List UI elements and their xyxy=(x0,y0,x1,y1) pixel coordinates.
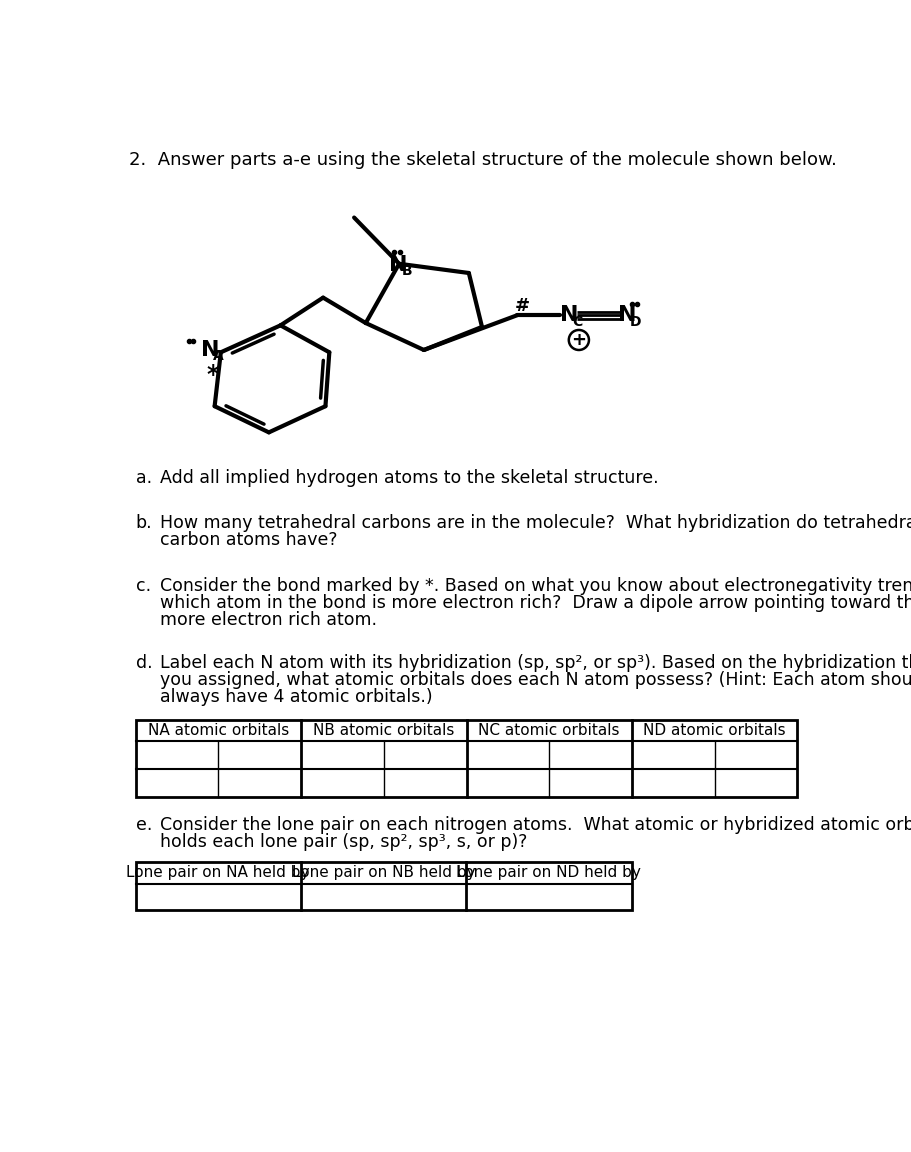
Text: Lone pair on ND held by: Lone pair on ND held by xyxy=(456,865,641,880)
Text: Lone pair on NB held by: Lone pair on NB held by xyxy=(292,865,476,880)
Text: NA atomic orbitals: NA atomic orbitals xyxy=(148,722,289,738)
Text: carbon atoms have?: carbon atoms have? xyxy=(160,531,338,550)
Text: b.: b. xyxy=(136,514,152,532)
Text: Add all implied hydrogen atoms to the skeletal structure.: Add all implied hydrogen atoms to the sk… xyxy=(160,469,659,487)
Text: holds each lone pair (sp, sp², sp³, s, or p)?: holds each lone pair (sp, sp², sp³, s, o… xyxy=(160,833,527,851)
Text: N: N xyxy=(618,305,636,325)
Text: +: + xyxy=(571,331,587,349)
Text: a.: a. xyxy=(136,469,152,487)
Text: N: N xyxy=(559,305,578,325)
Text: #: # xyxy=(515,297,530,316)
Text: Consider the lone pair on each nitrogen atoms.  What atomic or hybridized atomic: Consider the lone pair on each nitrogen … xyxy=(160,816,911,834)
Text: Label each N atom with its hybridization (sp, sp², or sp³). Based on the hybridi: Label each N atom with its hybridization… xyxy=(160,654,911,672)
Text: N: N xyxy=(389,256,407,275)
Text: more electron rich atom.: more electron rich atom. xyxy=(160,611,377,629)
Text: A: A xyxy=(213,349,224,363)
Text: How many tetrahedral carbons are in the molecule?  What hybridization do tetrahe: How many tetrahedral carbons are in the … xyxy=(160,514,911,532)
Text: N: N xyxy=(200,340,220,359)
Text: which atom in the bond is more electron rich?  Draw a dipole arrow pointing towa: which atom in the bond is more electron … xyxy=(160,594,911,612)
Text: ND atomic orbitals: ND atomic orbitals xyxy=(643,722,786,738)
Text: 2.  Answer parts a-e using the skeletal structure of the molecule shown below.: 2. Answer parts a-e using the skeletal s… xyxy=(129,151,837,168)
Text: C: C xyxy=(572,314,582,328)
Text: you assigned, what atomic orbitals does each N atom possess? (Hint: Each atom sh: you assigned, what atomic orbitals does … xyxy=(160,672,911,689)
Bar xyxy=(136,720,797,796)
Text: NC atomic orbitals: NC atomic orbitals xyxy=(478,722,620,738)
Text: Lone pair on NA held by: Lone pair on NA held by xyxy=(127,865,310,880)
Text: d.: d. xyxy=(136,654,152,672)
Text: c.: c. xyxy=(136,577,150,596)
Text: NB atomic orbitals: NB atomic orbitals xyxy=(313,722,455,738)
Bar xyxy=(136,862,631,910)
Text: B: B xyxy=(402,265,412,279)
Text: D: D xyxy=(630,314,641,328)
Text: *: * xyxy=(207,363,220,387)
Text: e.: e. xyxy=(136,816,152,834)
Text: Consider the bond marked by *. Based on what you know about electronegativity tr: Consider the bond marked by *. Based on … xyxy=(160,577,911,596)
Text: always have 4 atomic orbitals.): always have 4 atomic orbitals.) xyxy=(160,688,433,706)
